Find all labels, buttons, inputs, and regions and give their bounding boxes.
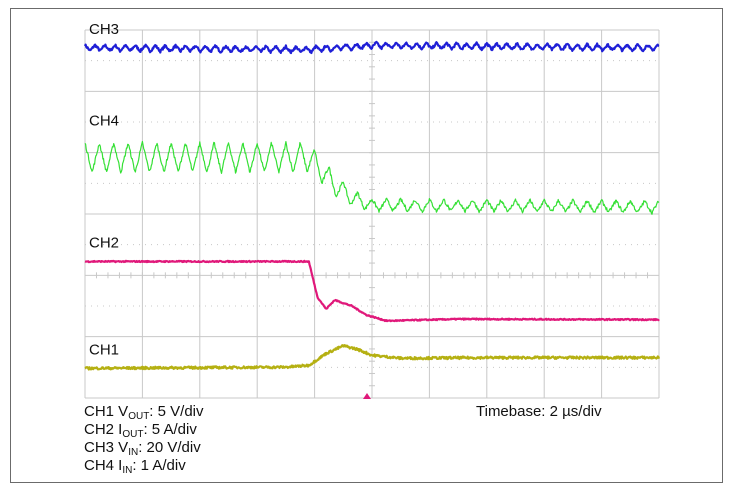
label-ch2: CH2 xyxy=(89,234,119,251)
grid xyxy=(84,29,660,399)
figure-frame xyxy=(10,8,723,483)
trace-ch3 xyxy=(83,40,660,55)
label-ch4: CH4 xyxy=(89,113,119,130)
channel-labels: CH3 CH4 CH2 CH1 xyxy=(89,21,119,359)
label-ch3: CH3 xyxy=(89,21,119,38)
ch3-scale: CH3 VIN: 20 V/div xyxy=(84,439,201,458)
label-ch1: CH1 xyxy=(89,341,119,358)
ch1-scale: CH1 VOUT: 5 V/div xyxy=(84,403,204,422)
traces xyxy=(83,40,661,371)
ch2-scale: CH2 IOUT: 5 A/div xyxy=(84,421,197,440)
ch4-scale: CH4 IIN: 1 A/div xyxy=(84,457,186,476)
trace-ch2 xyxy=(84,259,660,323)
trigger-marker xyxy=(363,393,371,399)
trace-ch4 xyxy=(84,140,660,215)
trace-ch1 xyxy=(84,344,661,371)
timebase-label: Timebase: 2 µs/div xyxy=(476,403,602,420)
